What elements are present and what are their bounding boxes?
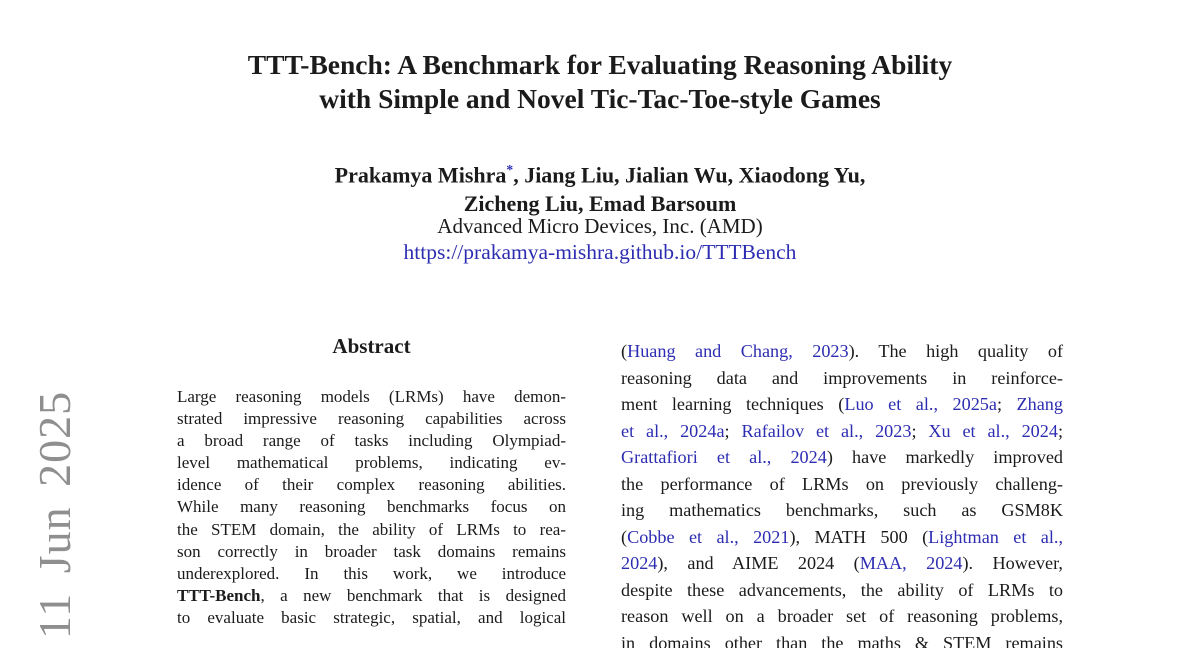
text-line: Grattafiori et al., 2024) have markedly … (621, 444, 1063, 471)
text-span: son correctly in broader task domains re… (177, 541, 566, 561)
text-span: , Jiang Liu, Jialian Wu, Xiaodong Yu, (513, 162, 866, 188)
text-span: While many reasoning benchmarks focus on (177, 497, 566, 517)
paper-title: TTT-Bench: A Benchmark for Evaluating Re… (0, 48, 1200, 116)
text-line: While many reasoning benchmarks focus on (177, 496, 566, 518)
text-line: reason well on a broader set of reasonin… (621, 603, 1063, 630)
text-line: (Cobbe et al., 2021), MATH 500 (Lightman… (621, 524, 1063, 551)
text-span: ; (724, 420, 742, 441)
abstract-heading: Abstract (332, 334, 411, 358)
paper-title-line-1: TTT-Bench: A Benchmark for Evaluating Re… (247, 49, 953, 80)
text-line: reasoning data and improvements in reinf… (621, 365, 1063, 392)
text-line: underexplored. In this work, we introduc… (177, 563, 566, 585)
text-span: ; (996, 394, 1017, 414)
text-span: in domains other than the maths & STEM r… (621, 632, 1063, 648)
text-span: a broad range of tasks including Olympia… (177, 431, 566, 451)
text-line: et al., 2024a; Rafailov et al., 2023; Xu… (621, 418, 1063, 445)
text-span: TTT-Bench (177, 585, 261, 605)
text-span: , a new benchmark that is designed (260, 585, 566, 605)
citation-link[interactable]: Xu et al., 2024 (928, 420, 1058, 441)
text-line: the STEM domain, the ability of LRMs to … (177, 519, 566, 541)
text-span: Zicheng Liu, Emad Barsoum (463, 191, 737, 217)
text-line: strated impressive reasoning capabilitie… (177, 408, 566, 430)
text-span: ( (621, 526, 628, 547)
citation-link[interactable]: Lightman et al., (928, 526, 1063, 547)
text-span: ment learning techniques ( (621, 394, 845, 414)
text-span: ; (1057, 420, 1064, 441)
text-line: ment learning techniques (Luo et al., 20… (621, 391, 1063, 418)
text-span: idence of their complex reasoning abilit… (177, 475, 566, 495)
citation-link[interactable]: Huang and Chang, 2023 (627, 341, 849, 361)
text-span: ). However, (962, 553, 1063, 573)
introduction-column: (Huang and Chang, 2023). The high qualit… (621, 338, 1063, 648)
arxiv-watermark: L] 11 Jun 2025 (29, 390, 80, 648)
citation-link[interactable]: Zhang (1016, 394, 1063, 414)
text-line: in domains other than the maths & STEM r… (621, 630, 1063, 648)
text-span: level mathematical problems, indicating … (177, 453, 566, 473)
text-span: ; (911, 420, 929, 441)
citation-link[interactable]: Cobbe et al., 2021 (627, 526, 790, 547)
text-span: ( (621, 341, 628, 361)
text-span: to evaluate basic strategic, spatial, an… (177, 607, 566, 627)
text-line: (Huang and Chang, 2023). The high qualit… (621, 338, 1063, 365)
text-span: ) have markedly improved (826, 447, 1063, 467)
text-line: TTT-Bench, a new benchmark that is desig… (177, 585, 566, 607)
citation-link[interactable]: et al., 2024a (621, 420, 725, 441)
text-line: son correctly in broader task domains re… (177, 541, 566, 563)
abstract-column: Abstract Large reasoning models (LRMs) h… (177, 334, 566, 629)
text-line: level mathematical problems, indicating … (177, 452, 566, 474)
abstract-body: Large reasoning models (LRMs) have demon… (177, 386, 566, 629)
text-span: ), MATH 500 ( (789, 526, 929, 547)
text-line: despite these advancements, the ability … (621, 577, 1063, 604)
text-span: ). The high quality of (848, 341, 1063, 361)
text-span: strated impressive reasoning capabilitie… (177, 409, 566, 429)
citation-link[interactable]: 2024 (621, 553, 658, 573)
text-line: ing mathematics benchmarks, such as GSM8… (621, 497, 1063, 524)
affiliation: Advanced Micro Devices, Inc. (AMD) (437, 214, 763, 238)
author-block: Prakamya Mishra*, Jiang Liu, Jialian Wu,… (0, 155, 1200, 218)
text-line: Large reasoning models (LRMs) have demon… (177, 386, 566, 408)
paper-title-line-2: with Simple and Novel Tic-Tac-Toe-style … (319, 83, 881, 114)
text-span: reasoning data and improvements in reinf… (621, 367, 1063, 388)
author-line-1: Prakamya Mishra*, Jiang Liu, Jialian Wu,… (0, 155, 1200, 189)
citation-link[interactable]: Rafailov et al., 2023 (741, 420, 912, 441)
text-line: idence of their complex reasoning abilit… (177, 474, 566, 496)
text-span: underexplored. In this work, we introduc… (177, 563, 566, 583)
text-line: 2024), and AIME 2024 (MAA, 2024). Howeve… (621, 550, 1063, 577)
text-line: a broad range of tasks including Olympia… (177, 430, 566, 452)
author-line-2: Zicheng Liu, Emad Barsoum (0, 189, 1200, 218)
text-span: Large reasoning models (LRMs) have demon… (177, 387, 566, 406)
text-span: reason well on a broader set of reasonin… (621, 606, 1063, 626)
text-line: to evaluate basic strategic, spatial, an… (177, 607, 566, 629)
citation-link[interactable]: Grattafiori et al., 2024 (621, 447, 827, 467)
text-line: the performance of LRMs on previously ch… (621, 471, 1063, 498)
text-span: the STEM domain, the ability of LRMs to … (177, 519, 566, 539)
introduction-body: (Huang and Chang, 2023). The high qualit… (621, 338, 1063, 648)
project-url-link[interactable]: https://prakamya-mishra.github.io/TTTBen… (403, 240, 797, 264)
citation-link[interactable]: Luo et al., 2025a (844, 394, 997, 414)
text-span: ing mathematics benchmarks, such as GSM8… (621, 500, 1063, 520)
citation-link[interactable]: MAA, 2024 (859, 553, 963, 573)
author-footnote-marker[interactable]: * (506, 162, 514, 177)
text-span: Prakamya Mishra (334, 162, 507, 188)
text-span: despite these advancements, the ability … (621, 579, 1063, 600)
text-span: ), and AIME 2024 ( (657, 553, 860, 573)
text-span: the performance of LRMs on previously ch… (621, 473, 1063, 494)
arxiv-watermark-text: L] 11 Jun 2025 (29, 390, 80, 648)
